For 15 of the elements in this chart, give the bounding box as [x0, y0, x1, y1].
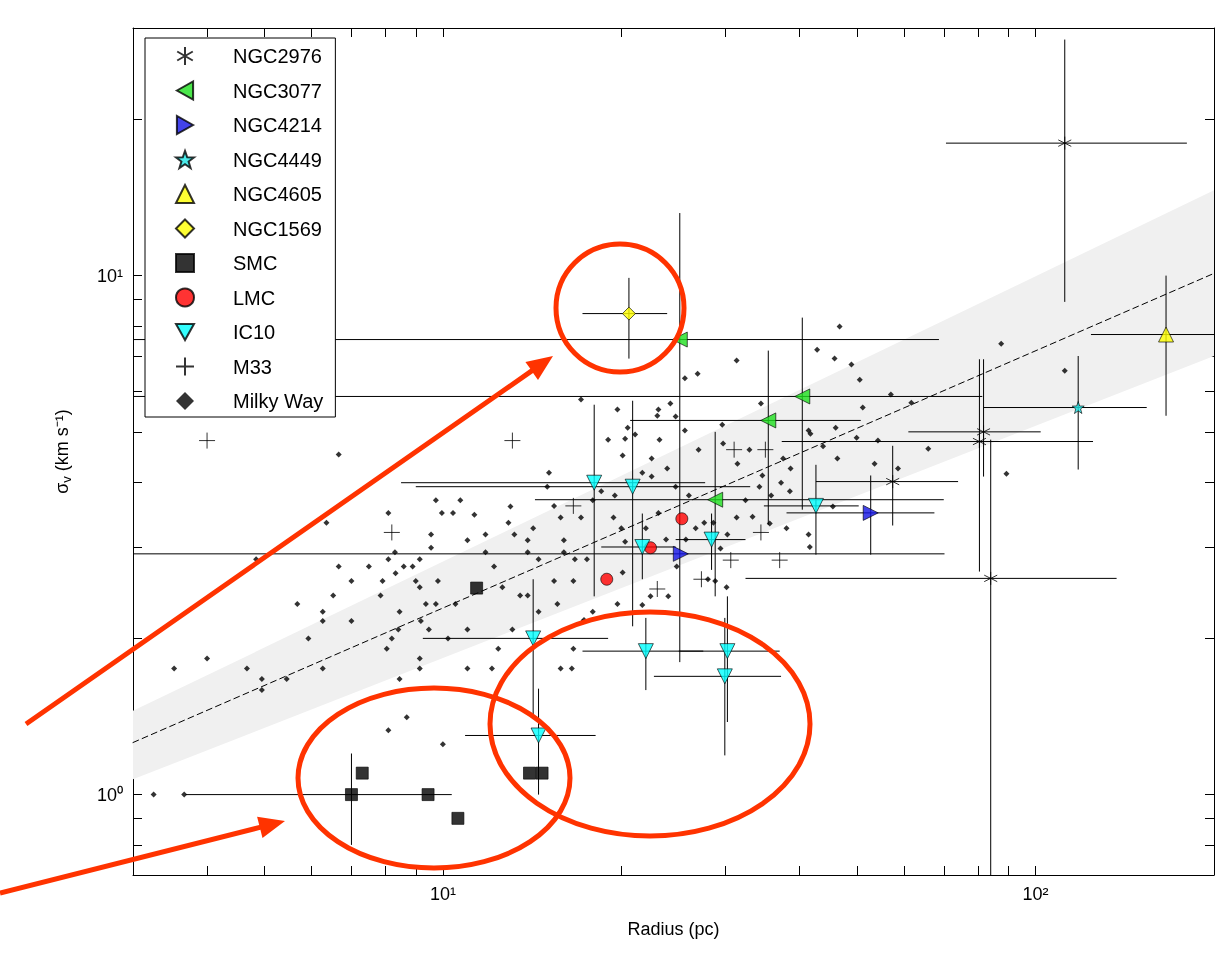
legend-label: LMC — [233, 286, 276, 309]
legend-label: NGC4449 — [233, 148, 322, 171]
y-tick-label: 10⁰ — [96, 784, 123, 805]
y-axis-title: σv (km s⁻¹) — [52, 409, 74, 494]
legend-label: M33 — [233, 355, 272, 378]
legend-label: IC10 — [233, 321, 276, 343]
x-axis-title: Radius (pc) — [627, 919, 720, 939]
legend-label: NGC3077 — [233, 79, 322, 102]
legend-label: Milky Way — [233, 390, 324, 412]
x-tick-label: 10² — [1022, 884, 1049, 904]
legend-label: NGC2976 — [233, 45, 322, 67]
legend-label: NGC1569 — [233, 217, 322, 240]
legend-label: NGC4214 — [233, 114, 322, 136]
legend-label: NGC4605 — [233, 183, 322, 205]
legend-label: SMC — [233, 252, 278, 274]
